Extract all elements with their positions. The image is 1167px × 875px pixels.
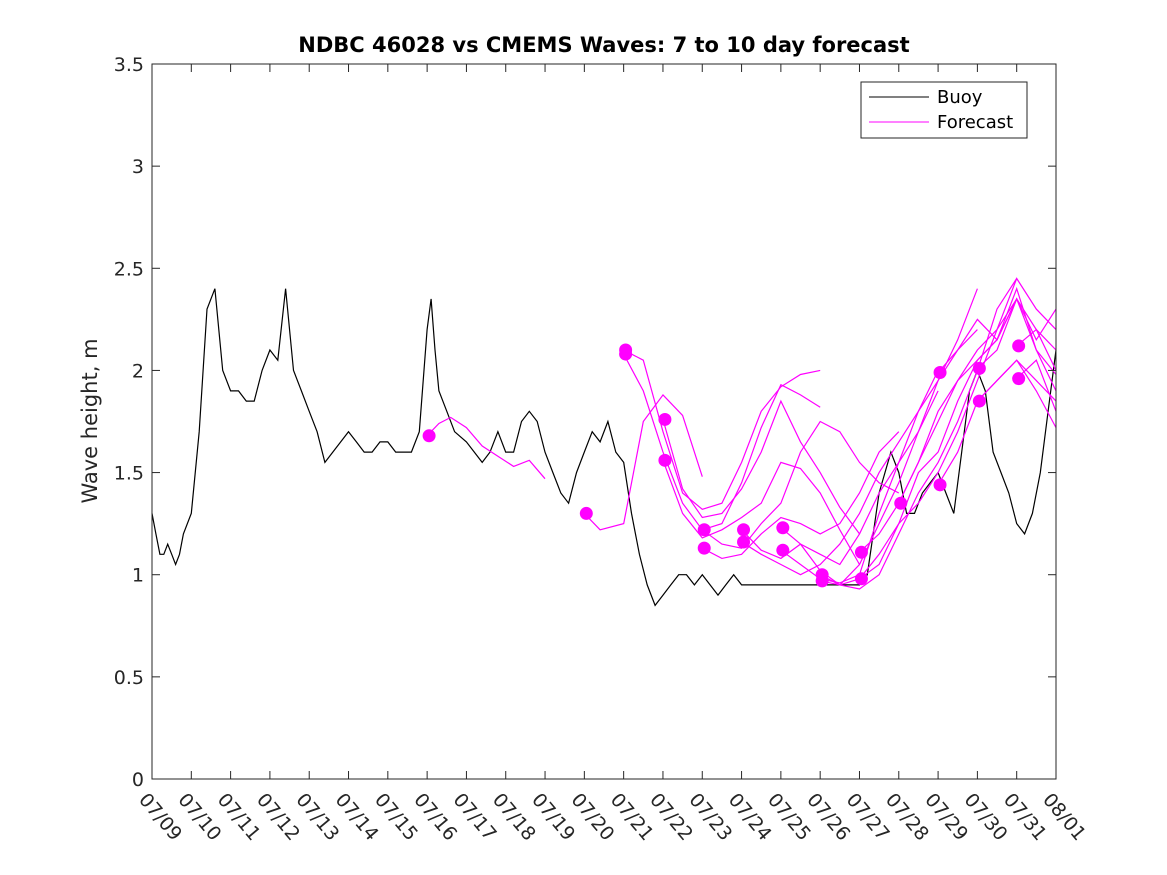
y-axis-label: Wave height, m xyxy=(78,338,102,503)
forecast-line xyxy=(426,416,546,480)
forecast-line xyxy=(780,288,978,586)
legend-box xyxy=(860,81,1028,139)
forecast-line xyxy=(1016,359,1057,412)
forecast-line xyxy=(976,359,1057,428)
forecast-start-marker xyxy=(1012,339,1026,353)
forecast-start-marker xyxy=(854,545,868,559)
forecast-start-marker xyxy=(658,453,672,467)
forecast-line xyxy=(898,286,1057,504)
y-tick-label: 1 xyxy=(132,565,144,587)
forecast-start-marker xyxy=(697,541,711,555)
forecast-start-marker xyxy=(422,429,436,443)
forecast-start-marker xyxy=(815,574,829,588)
y-tick-label: 2.5 xyxy=(114,258,144,280)
forecast-line xyxy=(819,278,1018,590)
plot-frame xyxy=(151,63,1057,780)
y-tick-label: 3 xyxy=(132,156,144,178)
forecast-line xyxy=(662,399,860,535)
forecast-start-marker xyxy=(972,394,986,408)
forecast-start-marker xyxy=(1012,372,1026,386)
forecast-start-marker xyxy=(737,523,751,537)
forecast-start-marker xyxy=(697,523,711,537)
forecast-line xyxy=(741,390,939,566)
forecast-start-marker xyxy=(854,572,868,586)
plot-area xyxy=(151,277,1057,607)
forecast-line xyxy=(623,353,821,531)
legend: Buoy Forecast xyxy=(860,81,1028,139)
forecast-line xyxy=(937,297,1057,392)
forecast-line xyxy=(820,298,1018,586)
forecast-start-marker xyxy=(933,478,947,492)
forecast-start-marker xyxy=(933,365,947,379)
forecast-line xyxy=(976,297,1057,369)
forecast-start-marker xyxy=(579,506,593,520)
buoy-line xyxy=(151,288,1057,607)
y-tick-label: 1.5 xyxy=(114,463,144,485)
forecast-line xyxy=(583,393,703,531)
forecast-line xyxy=(1016,328,1057,371)
forecast-line xyxy=(662,460,861,565)
forecast-start-marker xyxy=(776,543,790,557)
chart-title: NDBC 46028 vs CMEMS Waves: 7 to 10 day f… xyxy=(298,33,909,57)
forecast-start-marker xyxy=(776,521,790,535)
forecast-start-marker xyxy=(972,361,986,375)
y-tick-label: 2 xyxy=(132,360,144,382)
forecast-line xyxy=(623,349,821,510)
y-tick-label: 3.5 xyxy=(114,54,144,76)
forecast-start-marker xyxy=(619,347,633,361)
forecast-start-marker xyxy=(737,535,751,549)
legend-forecast-label: Forecast xyxy=(937,112,1013,133)
forecast-line xyxy=(741,370,939,576)
forecast-start-marker xyxy=(658,412,672,426)
forecast-line xyxy=(701,420,900,549)
y-tick-label: 0.5 xyxy=(114,667,144,689)
y-axis: 0 0.5 1 1.5 2 2.5 3 3.5 xyxy=(114,54,1056,791)
y-tick-label: 0 xyxy=(132,769,144,791)
forecast-start-marker xyxy=(894,496,908,510)
forecast-line xyxy=(702,431,900,560)
legend-buoy-label: Buoy xyxy=(937,87,983,108)
